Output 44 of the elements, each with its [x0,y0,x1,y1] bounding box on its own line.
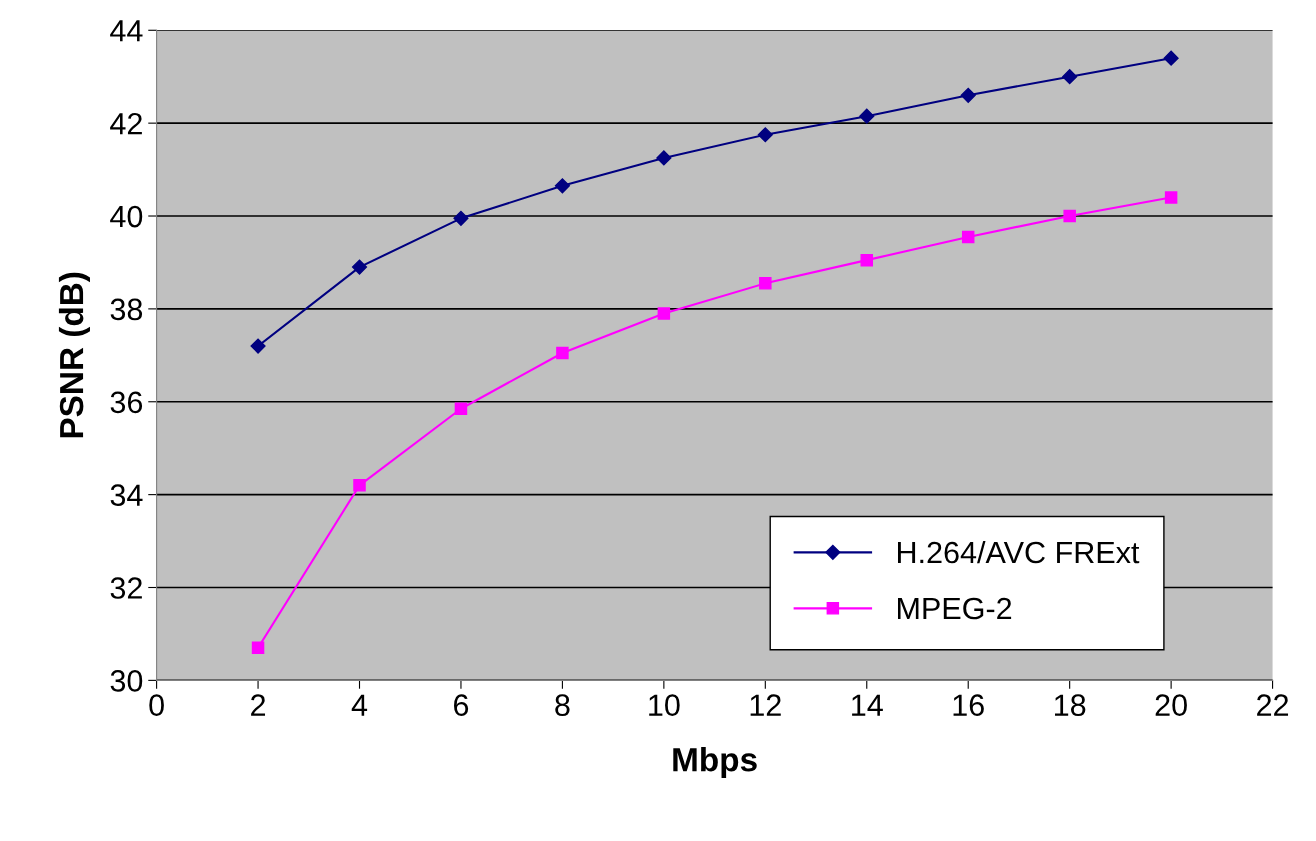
point [759,277,772,290]
x-tick-label: 22 [1257,694,1289,716]
y-tick-label: 32 [110,577,142,599]
point [453,210,469,226]
x-tick-label: 18 [1055,694,1086,717]
point [454,402,468,415]
y-tick-label: 44 [110,20,143,42]
point [351,259,368,275]
x-tick-label: 2 [251,694,266,716]
point [1163,50,1179,66]
y-tick-label: 40 [110,205,143,228]
point [1063,209,1076,223]
point [554,178,570,194]
x-tick-label: 4 [351,694,368,716]
point [1062,69,1078,85]
y-tick-label: 38 [110,298,143,321]
y-tick-label: 42 [110,112,142,135]
x-axis-title: Mbps [673,747,757,779]
x-tick-label: 20 [1155,694,1187,717]
point [859,108,875,124]
x-tick-label: 6 [454,694,469,717]
x-tick-label: 8 [555,694,570,717]
point [251,641,265,655]
point [961,230,975,244]
point [250,338,266,354]
legend-label: H.264/AVC FRExt [898,540,1140,564]
x-tick-label: 12 [750,694,781,716]
x-tick-label: 0 [149,694,164,717]
point [1164,191,1178,204]
y-tick-label: 30 [110,670,143,692]
point [860,253,874,267]
y-tick-label: 36 [110,391,143,414]
x-tick-label: 10 [649,694,680,717]
point [757,127,773,143]
point [656,150,672,166]
legend-label: MPEG-2 [898,597,1012,620]
x-tick-label: 16 [953,694,984,717]
x-tick-label: 14 [852,694,883,716]
point [556,346,569,360]
y-tick-label: 34 [110,484,143,506]
y-axis-title: PSNR (dB) [58,272,90,438]
point [353,479,366,492]
point [960,87,976,103]
point [657,307,671,320]
